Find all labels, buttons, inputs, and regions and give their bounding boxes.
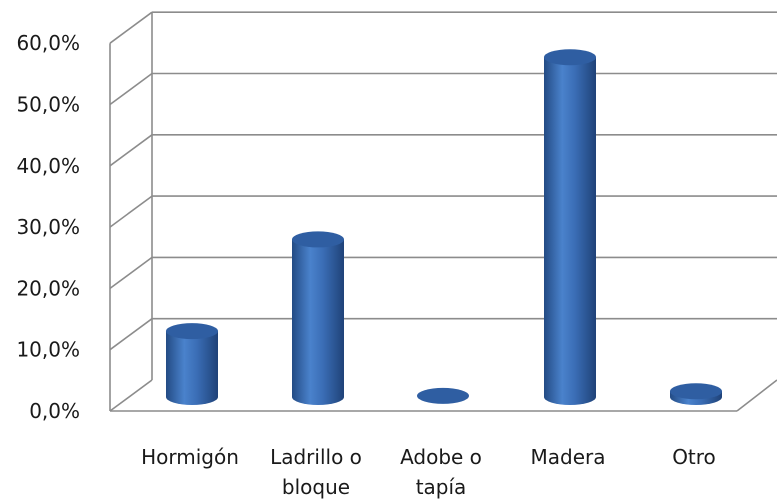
gridline-side (109, 195, 153, 228)
gridline-side (109, 134, 153, 167)
bar-top (544, 49, 596, 66)
y-tick-labels: 0,0% 10,0% 20,0% 30,0% 40,0% 50,0% 60,0% (16, 31, 80, 423)
bar-body (166, 331, 218, 405)
bar (544, 49, 596, 405)
y-tick-label: 40,0% (16, 154, 80, 178)
gridline-side (109, 72, 153, 106)
y-tick-label: 10,0% (16, 338, 80, 362)
bar (292, 231, 344, 405)
bar-top (166, 323, 218, 340)
gridlines (109, 11, 777, 412)
x-tick-label: Madera (531, 445, 606, 469)
bar-body (544, 57, 596, 405)
y-tick-label: 30,0% (16, 215, 80, 239)
gridline-side (109, 256, 153, 290)
x-tick-label: Otro (672, 445, 716, 469)
gridline-side (109, 11, 153, 44)
y-tick-label: 50,0% (16, 93, 80, 117)
x-tick-label: Adobe o tapía (400, 445, 482, 499)
axes (109, 12, 777, 412)
bar-body (292, 239, 344, 405)
x-tick-label: Hormigón (141, 445, 239, 469)
category-labels: Hormigón Ladrillo o bloque Adobe o tapía Made… (141, 445, 716, 499)
bar-top (670, 383, 722, 400)
bar (670, 383, 722, 405)
bar (166, 323, 218, 405)
y-tick-label: 20,0% (16, 276, 80, 300)
y-tick-label: 0,0% (29, 399, 80, 423)
bars (166, 49, 722, 405)
x-tick-label: Ladrillo o bloque (270, 445, 362, 499)
y-tick-label: 60,0% (16, 31, 80, 55)
floor-right-edge (736, 379, 777, 412)
gridline-side (109, 379, 153, 412)
gridline-side (109, 318, 153, 351)
bar (417, 387, 469, 404)
bar-top (292, 231, 344, 248)
bar-top (417, 387, 469, 404)
